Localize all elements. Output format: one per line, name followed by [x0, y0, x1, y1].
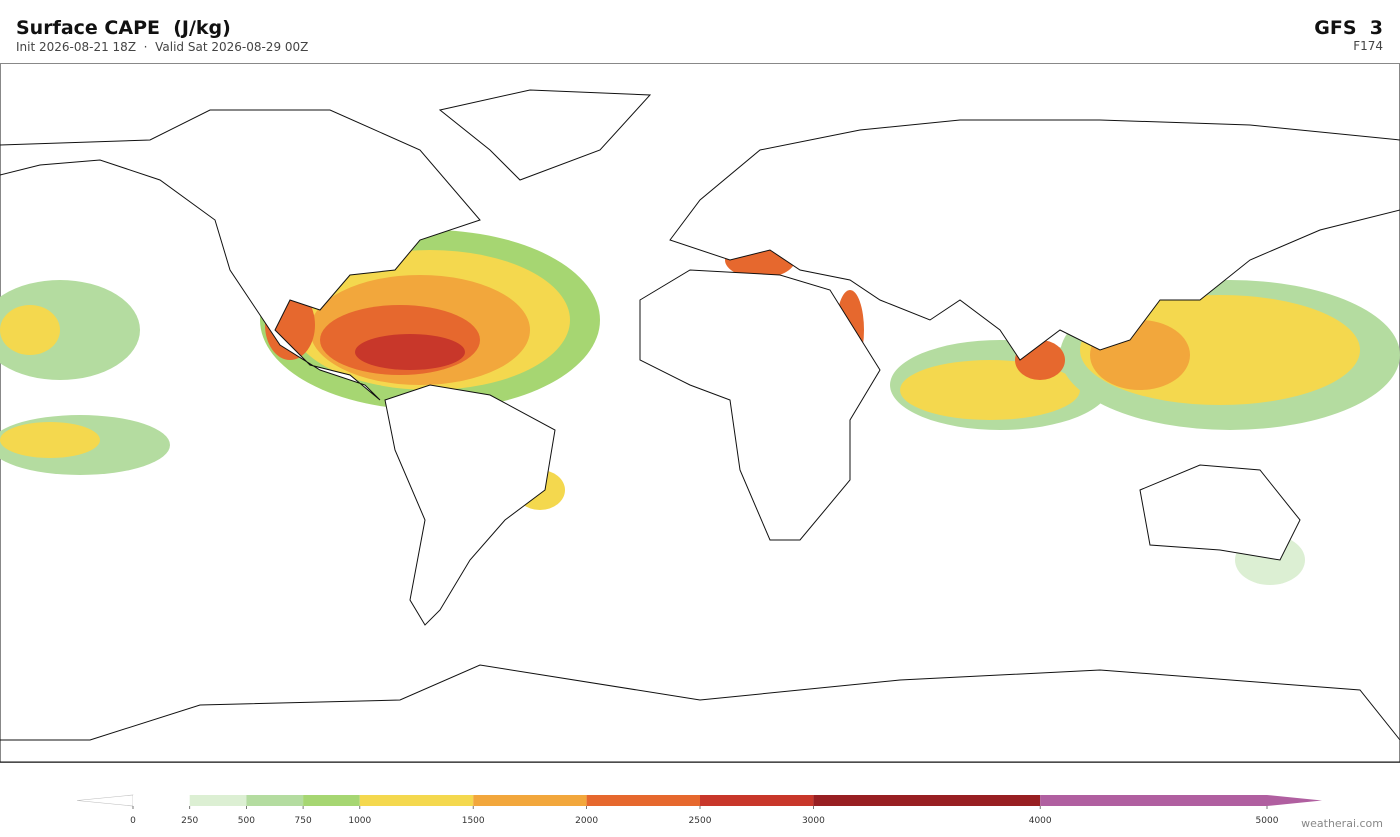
- cape-area: [0, 280, 140, 380]
- north-america: [0, 109, 481, 401]
- africa: [639, 269, 881, 541]
- cape-area: [0, 422, 100, 458]
- colorbar-tick-label: 1000: [348, 816, 371, 826]
- colorbar-segment: [813, 795, 1041, 806]
- subtitle: Init 2026-08-21 18Z · Valid Sat 2026-08-…: [16, 40, 308, 54]
- colorbar-tick-label: 2000: [575, 816, 598, 826]
- colorbar-extend-low: [76, 794, 134, 807]
- colorbar-tick-label: 5000: [1256, 816, 1279, 826]
- cape-area: [0, 305, 60, 355]
- colorbar-tick-label: 4000: [1029, 816, 1052, 826]
- colorbar-segment: [246, 795, 304, 806]
- colorbar-segment: [700, 795, 814, 806]
- colorbar-tick-label: 0: [130, 816, 136, 826]
- colorbar: 0 250 500 750 1000 1500 2000 2500 3000 4000 5000: [76, 794, 1322, 826]
- greenland: [438, 89, 652, 181]
- title: Surface CAPE (J/kg): [16, 17, 231, 39]
- colorbar-tick-label: 3000: [802, 816, 825, 826]
- colorbar-tick-label: 1500: [462, 816, 485, 826]
- model-name: GFS 3: [1314, 17, 1383, 39]
- colorbar-segment: [359, 795, 474, 806]
- antarctica: [0, 664, 1400, 763]
- colorbar-segment: [586, 795, 700, 806]
- map: [0, 63, 1400, 763]
- colorbar-segment: [189, 795, 247, 806]
- coastlines: [0, 89, 1400, 763]
- colorbar-extend-high: [1267, 795, 1322, 806]
- europe-asia: [669, 119, 1400, 361]
- australia: [1139, 464, 1301, 561]
- south-america: [384, 384, 556, 626]
- colorbar-tick-label: 500: [238, 816, 255, 826]
- colorbar-tick-label: 250: [181, 816, 198, 826]
- colorbar-segment: [473, 795, 587, 806]
- cape-area: [355, 334, 465, 370]
- forecast-hour: F174: [1353, 39, 1383, 53]
- colorbar-segment: [133, 795, 190, 806]
- colorbar-segment: [1040, 795, 1267, 806]
- colorbar-tick-label: 2500: [689, 816, 712, 826]
- credit: weatherai.com: [1301, 817, 1383, 830]
- cape-field: [0, 215, 1400, 585]
- colorbar-tick-label: 750: [295, 816, 312, 826]
- colorbar-segment: [303, 795, 360, 806]
